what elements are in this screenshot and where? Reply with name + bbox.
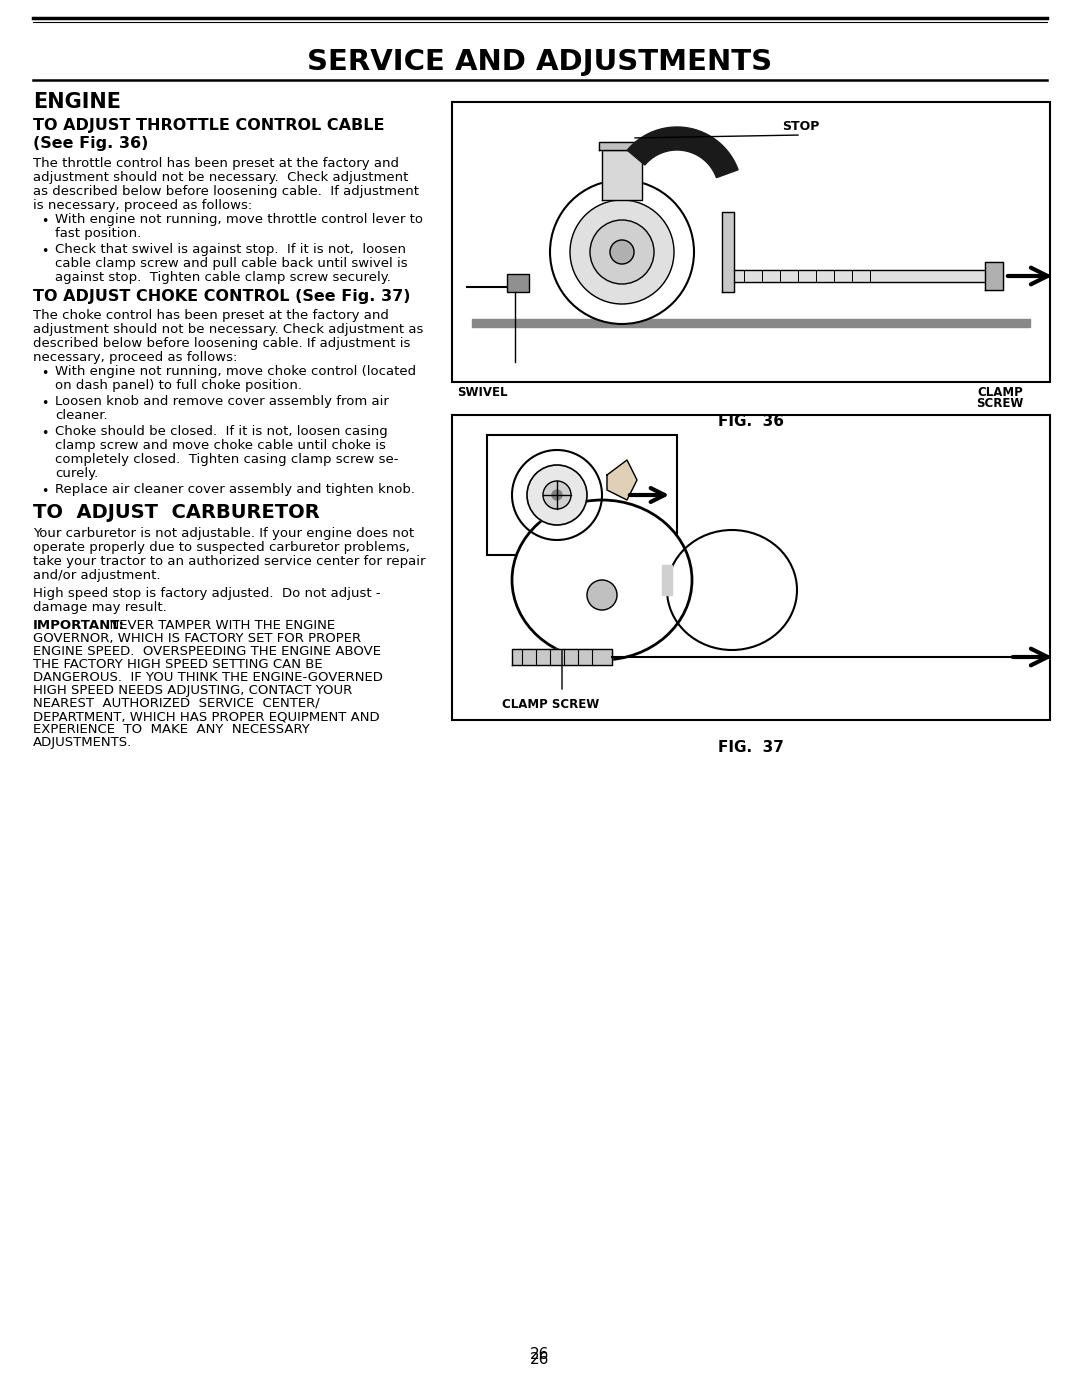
Text: Check that swivel is against stop.  If it is not,  loosen: Check that swivel is against stop. If it… (55, 243, 406, 256)
Text: (See Fig. 36): (See Fig. 36) (33, 136, 148, 151)
Bar (453, 415, 1050, 719)
Text: described below before loosening cable. If adjustment is: described below before loosening cable. … (33, 337, 410, 351)
Bar (487, 434, 677, 555)
Circle shape (570, 200, 674, 305)
Text: •: • (41, 397, 49, 409)
Text: ADJUSTMENTS.: ADJUSTMENTS. (33, 736, 132, 749)
Text: is necessary, proceed as follows:: is necessary, proceed as follows: (33, 198, 253, 212)
Bar (507, 274, 529, 292)
Polygon shape (607, 460, 637, 500)
Circle shape (590, 219, 654, 284)
Text: as described below before loosening cable.  If adjustment: as described below before loosening cabl… (33, 184, 419, 198)
Text: THE FACTORY HIGH SPEED SETTING CAN BE: THE FACTORY HIGH SPEED SETTING CAN BE (33, 658, 323, 671)
Text: on dash panel) to full choke position.: on dash panel) to full choke position. (55, 379, 302, 393)
Text: SWIVEL: SWIVEL (457, 386, 508, 400)
Text: FIG.  37: FIG. 37 (718, 740, 784, 754)
Text: SCREW: SCREW (976, 397, 1024, 409)
Circle shape (588, 580, 617, 610)
Polygon shape (985, 263, 1003, 291)
Polygon shape (627, 127, 738, 177)
Text: clamp screw and move choke cable until choke is: clamp screw and move choke cable until c… (55, 439, 386, 453)
Text: The choke control has been preset at the factory and: The choke control has been preset at the… (33, 309, 389, 321)
Text: curely.: curely. (55, 467, 98, 481)
Text: With engine not running, move choke control (located: With engine not running, move choke cont… (55, 365, 416, 379)
Text: damage may result.: damage may result. (33, 601, 166, 615)
Polygon shape (512, 650, 612, 665)
Text: TO ADJUST CHOKE CONTROL (See Fig. 37): TO ADJUST CHOKE CONTROL (See Fig. 37) (33, 289, 410, 305)
Text: With engine not running, move throttle control lever to: With engine not running, move throttle c… (55, 212, 423, 226)
Text: NEAREST  AUTHORIZED  SERVICE  CENTER/: NEAREST AUTHORIZED SERVICE CENTER/ (33, 697, 320, 710)
Circle shape (552, 490, 562, 500)
Circle shape (610, 240, 634, 264)
Text: adjustment should not be necessary. Check adjustment as: adjustment should not be necessary. Chec… (33, 323, 423, 337)
Text: fast position.: fast position. (55, 226, 141, 240)
Text: DEPARTMENT, WHICH HAS PROPER EQUIPMENT AND: DEPARTMENT, WHICH HAS PROPER EQUIPMENT A… (33, 710, 380, 724)
Circle shape (543, 481, 571, 509)
Text: •: • (41, 367, 49, 380)
Text: ENGINE: ENGINE (33, 92, 121, 112)
Text: EXPERIENCE  TO  MAKE  ANY  NECESSARY: EXPERIENCE TO MAKE ANY NECESSARY (33, 724, 310, 736)
Text: 26: 26 (530, 1352, 550, 1368)
Text: NEVER TAMPER WITH THE ENGINE: NEVER TAMPER WITH THE ENGINE (102, 619, 335, 631)
Text: The throttle control has been preset at the factory and: The throttle control has been preset at … (33, 156, 399, 170)
Text: STOP: STOP (782, 120, 820, 133)
Text: completely closed.  Tighten casing clamp screw se-: completely closed. Tighten casing clamp … (55, 453, 399, 467)
Text: IMPORTANT:: IMPORTANT: (33, 619, 125, 631)
Polygon shape (734, 270, 990, 282)
Text: •: • (41, 244, 49, 258)
Circle shape (550, 180, 694, 324)
Text: against stop.  Tighten cable clamp screw securely.: against stop. Tighten cable clamp screw … (55, 271, 391, 284)
Text: High speed stop is factory adjusted.  Do not adjust -: High speed stop is factory adjusted. Do … (33, 587, 380, 599)
Text: DANGEROUS.  IF YOU THINK THE ENGINE-GOVERNED: DANGEROUS. IF YOU THINK THE ENGINE-GOVER… (33, 671, 383, 685)
Polygon shape (599, 142, 645, 149)
Text: SERVICE AND ADJUSTMENTS: SERVICE AND ADJUSTMENTS (308, 47, 772, 75)
Text: TO  ADJUST  CARBURETOR: TO ADJUST CARBURETOR (33, 503, 320, 522)
Text: HIGH SPEED NEEDS ADJUSTING, CONTACT YOUR: HIGH SPEED NEEDS ADJUSTING, CONTACT YOUR (33, 685, 352, 697)
Polygon shape (472, 319, 1030, 327)
Text: Choke should be closed.  If it is not, loosen casing: Choke should be closed. If it is not, lo… (55, 425, 388, 439)
Text: Your carburetor is not adjustable. If your engine does not: Your carburetor is not adjustable. If yo… (33, 527, 414, 541)
Text: •: • (41, 427, 49, 440)
Ellipse shape (512, 500, 692, 659)
Text: •: • (41, 215, 49, 228)
Text: operate properly due to suspected carburetor problems,: operate properly due to suspected carbur… (33, 541, 410, 555)
Text: and/or adjustment.: and/or adjustment. (33, 569, 161, 583)
Text: •: • (41, 485, 49, 497)
Polygon shape (723, 212, 734, 292)
Text: necessary, proceed as follows:: necessary, proceed as follows: (33, 351, 238, 365)
Text: FIG.  36: FIG. 36 (718, 414, 784, 429)
Text: TO ADJUST THROTTLE CONTROL CABLE: TO ADJUST THROTTLE CONTROL CABLE (33, 117, 384, 133)
Text: Replace air cleaner cover assembly and tighten knob.: Replace air cleaner cover assembly and t… (55, 483, 415, 496)
Polygon shape (602, 149, 642, 200)
Circle shape (527, 465, 588, 525)
Text: ENGINE SPEED.  OVERSPEEDING THE ENGINE ABOVE: ENGINE SPEED. OVERSPEEDING THE ENGINE AB… (33, 645, 381, 658)
Text: Loosen knob and remove cover assembly from air: Loosen knob and remove cover assembly fr… (55, 395, 389, 408)
Text: adjustment should not be necessary.  Check adjustment: adjustment should not be necessary. Chec… (33, 170, 408, 184)
Text: 26: 26 (530, 1347, 550, 1362)
Text: cleaner.: cleaner. (55, 409, 108, 422)
Text: GOVERNOR, WHICH IS FACTORY SET FOR PROPER: GOVERNOR, WHICH IS FACTORY SET FOR PROPE… (33, 631, 361, 645)
Text: cable clamp screw and pull cable back until swivel is: cable clamp screw and pull cable back un… (55, 257, 407, 270)
Text: CLAMP SCREW: CLAMP SCREW (502, 698, 599, 711)
Ellipse shape (667, 529, 797, 650)
Bar (453, 102, 1050, 381)
Text: take your tractor to an authorized service center for repair: take your tractor to an authorized servi… (33, 555, 426, 569)
Circle shape (512, 450, 602, 541)
Polygon shape (662, 564, 672, 595)
Text: CLAMP: CLAMP (977, 386, 1023, 400)
